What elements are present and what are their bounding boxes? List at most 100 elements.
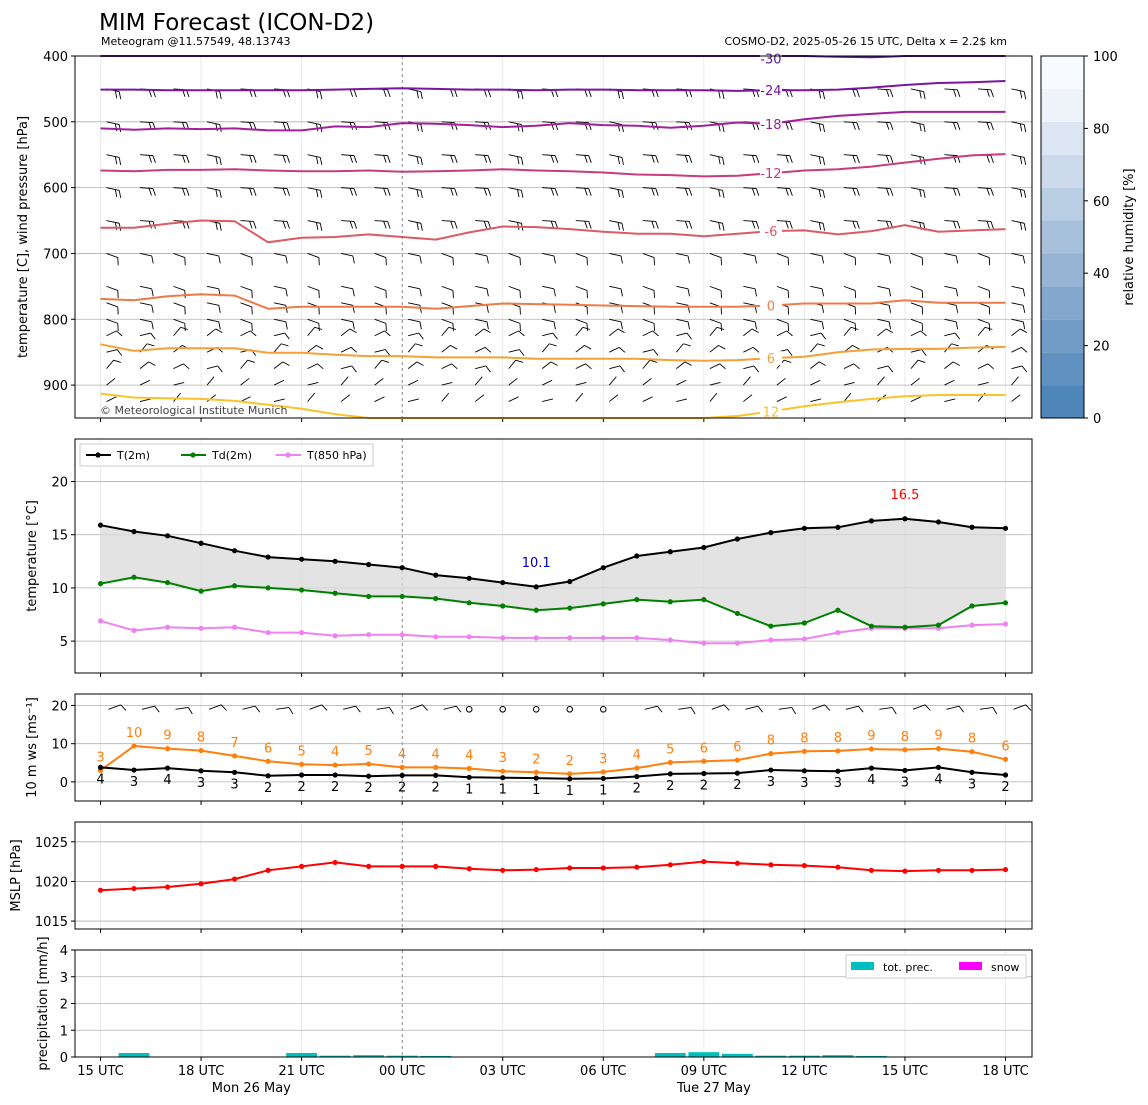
surface-wind-barb [845, 705, 864, 713]
wind-barb-flag [416, 222, 419, 230]
wind-barb-staff [240, 396, 251, 402]
series-point [433, 772, 439, 778]
wind-barb-staff [877, 88, 891, 91]
wind-barb [374, 285, 387, 299]
wind-barb [341, 285, 355, 297]
wind-barb-staff [508, 187, 522, 191]
wind-barb-flag [720, 290, 722, 299]
wind-barb [173, 326, 189, 337]
wind-barb [709, 381, 721, 386]
wind-barb-flag [921, 257, 924, 266]
wind-barb-flag [720, 257, 722, 266]
wind-barb-staff [106, 359, 114, 369]
wind-barb-staff [309, 704, 322, 710]
wind-barb-staff [441, 327, 450, 337]
series-point [600, 565, 606, 571]
series-point [366, 863, 372, 869]
wind-barb-staff [977, 253, 990, 258]
date-label: Mon 26 May [212, 1081, 291, 1096]
wind-barb [139, 253, 154, 264]
wind-barb [139, 398, 151, 402]
time-tick-label: 15 UTC [882, 1064, 928, 1079]
wind-barb-flag [854, 290, 857, 299]
wind-barb-flag [385, 257, 387, 266]
wind-speed-label: 3 [834, 776, 842, 791]
series-point [433, 764, 439, 770]
colorbar-segment [1041, 88, 1084, 122]
series-point [634, 765, 640, 771]
wind-barb-flag [853, 363, 860, 370]
wind-barb [977, 302, 991, 315]
wind-barb-staff [944, 379, 955, 386]
isotherm-label: 6 [767, 352, 775, 367]
series-point [567, 635, 573, 641]
wind-barb-flag [553, 305, 556, 313]
series-point [399, 863, 405, 869]
wind-barb-staff [106, 154, 120, 158]
wind-barb-flag [818, 156, 822, 165]
wind-speed-label: 4 [465, 749, 473, 764]
wind-barb [307, 392, 316, 402]
wind-barb-flag [787, 257, 790, 266]
wind-barb [407, 379, 419, 386]
wind-barb [810, 332, 827, 340]
wind-barb [575, 345, 592, 353]
wind-barb-staff [508, 253, 521, 258]
series-point [265, 773, 271, 779]
wind-barb-flag [321, 704, 328, 711]
wind-barb-flag [250, 330, 257, 337]
series-point [835, 864, 841, 870]
series-point [299, 587, 305, 593]
precipitation-tick-label: 0 [60, 1051, 68, 1066]
wind-barb-flag [154, 705, 160, 713]
wind-barb [508, 285, 521, 299]
wind-barb-staff [776, 187, 790, 189]
wind-barb [273, 361, 290, 369]
wind-barb-staff [173, 121, 187, 124]
series-point [868, 623, 875, 629]
wind-barb-staff [642, 330, 653, 337]
wind-barb-staff [139, 253, 152, 257]
wind-barb-staff [609, 365, 621, 370]
wind-barb [977, 381, 989, 386]
wind-barb [843, 121, 860, 131]
wind-barb [106, 302, 119, 315]
series-point [734, 536, 740, 542]
wind-barb-staff [644, 705, 658, 710]
surface-wind-barb [175, 707, 193, 715]
wind-barb-staff [810, 379, 821, 386]
wind-barb [910, 253, 924, 266]
wind-barb [642, 285, 655, 299]
wind-barb-flag [822, 223, 826, 231]
wind-barb-flag [958, 705, 965, 713]
wind-barb-flag [653, 349, 659, 356]
wind-barb-flag [787, 349, 793, 356]
wind-barb-flag [620, 321, 623, 330]
wind-barb-staff [843, 220, 857, 222]
wind-barb-flag [655, 155, 659, 163]
wind-barb-flag [451, 363, 458, 370]
wind-speed-label: 1 [566, 784, 574, 799]
wind-barb [1011, 121, 1027, 133]
wind-barb-staff [441, 363, 452, 370]
wind-barb-staff [141, 705, 155, 710]
wind-barb [307, 154, 323, 165]
wind-barb-flag [215, 123, 218, 132]
wind-barb-staff [709, 253, 722, 258]
pressure-tick-label: 800 [43, 313, 68, 328]
wind-barb-flag [150, 332, 156, 340]
wind-barb-staff [609, 394, 619, 402]
isotherm-label: -18 [760, 118, 781, 133]
wind-barb [642, 330, 659, 337]
isotherm-label: -6 [764, 225, 777, 240]
wind-barb-flag [450, 188, 454, 196]
series-point [969, 749, 975, 755]
wind-barb-staff [977, 187, 991, 189]
wind-speed-label: 3 [130, 775, 138, 790]
wind-barb [139, 302, 154, 313]
series-point [366, 761, 372, 767]
wind-barb-flag [787, 290, 790, 299]
wind-barb [642, 187, 659, 196]
wind-barb [408, 220, 423, 231]
